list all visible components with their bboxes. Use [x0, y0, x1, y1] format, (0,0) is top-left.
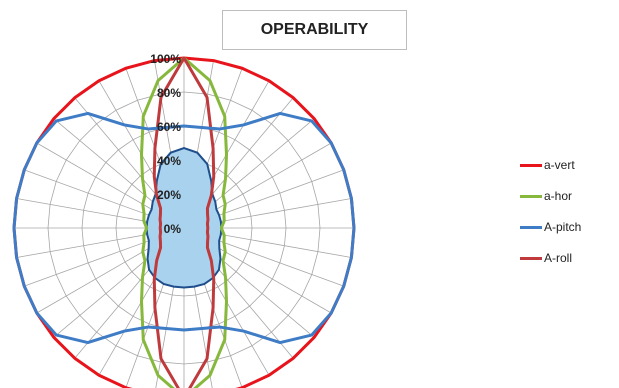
- legend-swatch: [520, 163, 542, 167]
- chart-legend: a-vert a-hor A-pitch A-roll: [520, 157, 581, 281]
- legend-swatch: [520, 225, 542, 229]
- legend-swatch: [520, 194, 542, 198]
- legend-label: a-vert: [544, 158, 575, 172]
- legend-label: A-pitch: [544, 220, 582, 234]
- legend-item: a-hor: [520, 188, 581, 204]
- r-tick-label: 40%: [157, 154, 181, 168]
- radar-series-layer: [12, 56, 356, 388]
- r-tick-label: 20%: [157, 188, 181, 202]
- r-tick-label: 80%: [157, 86, 181, 100]
- radar-tick-labels: 0% 20% 40% 60% 80% 100%: [150, 52, 181, 236]
- legend-item: A-roll: [520, 250, 581, 266]
- legend-item: A-pitch: [520, 219, 581, 235]
- series-line-a-pitch: [12, 111, 356, 345]
- legend-label: A-roll: [544, 251, 573, 265]
- legend-label: a-hor: [544, 189, 573, 203]
- series-area-filled: [145, 147, 223, 289]
- r-tick-label: 0%: [164, 222, 182, 236]
- r-tick-label: 60%: [157, 120, 181, 134]
- chart-title: OPERABILITY: [222, 10, 407, 50]
- legend-item: a-vert: [520, 157, 581, 173]
- legend-swatch: [520, 256, 542, 260]
- series-line-a-roll: [152, 56, 216, 388]
- r-tick-label: 100%: [150, 52, 181, 66]
- series-line-a-hor: [140, 56, 228, 388]
